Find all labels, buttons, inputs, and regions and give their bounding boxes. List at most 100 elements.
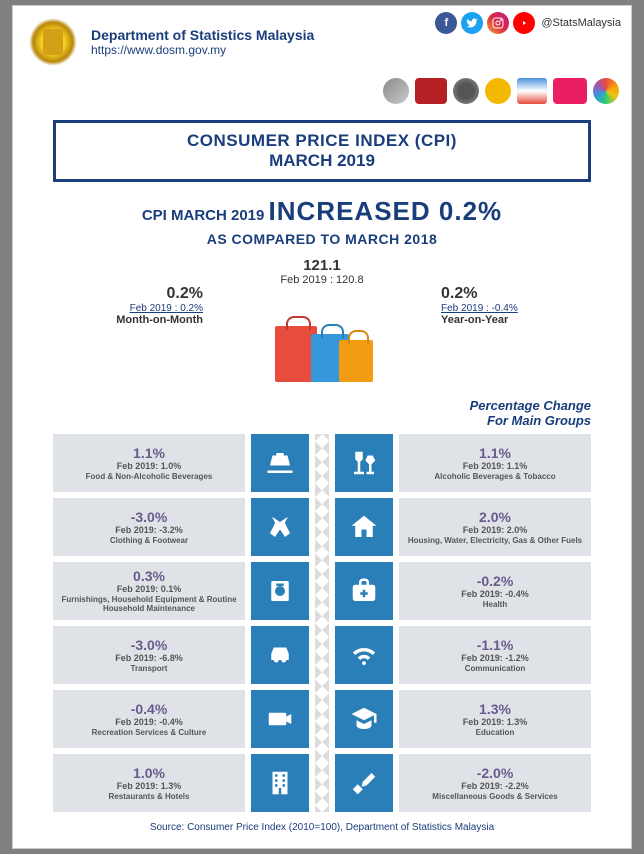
mom-stat: 0.2% Feb 2019 : 0.2% Month-on-Month bbox=[53, 285, 203, 326]
car-icon bbox=[251, 626, 309, 684]
group-prev: Feb 2019: 1.3% bbox=[463, 717, 528, 727]
furnish-icon bbox=[251, 562, 309, 620]
edu-icon bbox=[335, 690, 393, 748]
group-pct: 1.0% bbox=[133, 765, 165, 781]
group-pct: 0.3% bbox=[133, 568, 165, 584]
group-row: 0.3% Feb 2019: 0.1% Furnishings, Househo… bbox=[53, 562, 309, 620]
group-name: Recreation Services & Culture bbox=[92, 729, 207, 738]
partner-logo-icon bbox=[485, 78, 511, 104]
social-row: f @StatsMalaysia bbox=[435, 12, 621, 34]
group-card: -3.0% Feb 2019: -3.2% Clothing & Footwea… bbox=[53, 498, 245, 556]
groups: 1.1% Feb 2019: 1.0% Food & Non-Alcoholic… bbox=[53, 434, 591, 812]
partner-logo-icon bbox=[593, 78, 619, 104]
partner-logo-icon bbox=[383, 78, 409, 104]
group-name: Housing, Water, Electricity, Gas & Other… bbox=[408, 537, 582, 546]
partner-logo-icon bbox=[453, 78, 479, 104]
mom-prev: Feb 2019 : 0.2% bbox=[53, 303, 203, 314]
group-prev: Feb 2019: -0.4% bbox=[461, 589, 529, 599]
headline: CPI MARCH 2019 INCREASED 0.2% bbox=[53, 196, 591, 227]
group-name: Health bbox=[483, 601, 507, 610]
group-prev: Feb 2019: -2.2% bbox=[461, 781, 529, 791]
group-prev: Feb 2019: 1.0% bbox=[117, 461, 182, 471]
department-text: Department of Statistics Malaysia https:… bbox=[91, 27, 314, 57]
group-prev: Feb 2019: -3.2% bbox=[115, 525, 183, 535]
summary-area: 121.1 Feb 2019 : 120.8 0.2% Feb 2019 : 0… bbox=[53, 257, 591, 392]
department-url[interactable]: https://www.dosm.gov.my bbox=[91, 43, 314, 57]
partner-logo-icon bbox=[415, 78, 447, 104]
food-icon bbox=[251, 434, 309, 492]
yoy-stat: 0.2% Feb 2019 : -0.4% Year-on-Year bbox=[441, 285, 591, 326]
group-prev: Feb 2019: -6.8% bbox=[115, 653, 183, 663]
group-name: Transport bbox=[131, 665, 168, 674]
group-card: -2.0% Feb 2019: -2.2% Miscellaneous Good… bbox=[399, 754, 591, 812]
group-pct: 1.3% bbox=[479, 701, 511, 717]
group-pct: -3.0% bbox=[131, 637, 168, 653]
title-box: CONSUMER PRICE INDEX (CPI) MARCH 2019 bbox=[53, 120, 591, 182]
twitter-icon[interactable] bbox=[461, 12, 483, 34]
group-card: -0.4% Feb 2019: -0.4% Recreation Service… bbox=[53, 690, 245, 748]
title-line1: CONSUMER PRICE INDEX (CPI) bbox=[76, 131, 568, 151]
hotel-icon bbox=[251, 754, 309, 812]
group-name: Miscellaneous Goods & Services bbox=[432, 793, 557, 802]
group-pct: 1.1% bbox=[133, 445, 165, 461]
group-prev: Feb 2019: -1.2% bbox=[461, 653, 529, 663]
department-name: Department of Statistics Malaysia bbox=[91, 27, 314, 43]
group-row: -3.0% Feb 2019: -6.8% Transport bbox=[53, 626, 309, 684]
group-row: 1.1% Feb 2019: 1.0% Food & Non-Alcoholic… bbox=[53, 434, 309, 492]
group-row: 1.0% Feb 2019: 1.3% Restaurants & Hotels bbox=[53, 754, 309, 812]
group-pct: -2.0% bbox=[477, 765, 514, 781]
instagram-icon[interactable] bbox=[487, 12, 509, 34]
group-name: Food & Non-Alcoholic Beverages bbox=[86, 473, 213, 482]
title-line2: MARCH 2019 bbox=[76, 151, 568, 171]
yoy-label: Year-on-Year bbox=[441, 314, 591, 326]
group-pct: -0.2% bbox=[477, 573, 514, 589]
group-row: -1.1% Feb 2019: -1.2% Communication bbox=[335, 626, 591, 684]
wifi-icon bbox=[335, 626, 393, 684]
group-pct: -3.0% bbox=[131, 509, 168, 525]
group-pct: -1.1% bbox=[477, 637, 514, 653]
group-pct: 1.1% bbox=[479, 445, 511, 461]
facebook-icon[interactable]: f bbox=[435, 12, 457, 34]
group-name: Clothing & Footwear bbox=[110, 537, 188, 546]
social-handle: @StatsMalaysia bbox=[541, 17, 621, 29]
partner-logo-icon bbox=[517, 78, 547, 104]
index-value: 121.1 bbox=[53, 257, 591, 274]
group-card: 2.0% Feb 2019: 2.0% Housing, Water, Elec… bbox=[399, 498, 591, 556]
health-icon bbox=[335, 562, 393, 620]
group-card: 1.3% Feb 2019: 1.3% Education bbox=[399, 690, 591, 748]
alcohol-icon bbox=[335, 434, 393, 492]
pct-change-label: Percentage Change For Main Groups bbox=[53, 398, 591, 428]
partner-logo-icon bbox=[553, 78, 587, 104]
youtube-icon[interactable] bbox=[513, 12, 535, 34]
group-card: 1.1% Feb 2019: 1.1% Alcoholic Beverages … bbox=[399, 434, 591, 492]
mom-label: Month-on-Month bbox=[53, 314, 203, 326]
clothing-icon bbox=[251, 498, 309, 556]
headline-sub: AS COMPARED TO MARCH 2018 bbox=[53, 231, 591, 247]
group-pct: 2.0% bbox=[479, 509, 511, 525]
partner-logos bbox=[13, 78, 631, 110]
group-name: Alcoholic Beverages & Tobacco bbox=[434, 473, 555, 482]
headline-prefix: CPI MARCH 2019 bbox=[142, 207, 269, 224]
headline-big: INCREASED 0.2% bbox=[269, 196, 503, 226]
misc-icon bbox=[335, 754, 393, 812]
group-card: 1.1% Feb 2019: 1.0% Food & Non-Alcoholic… bbox=[53, 434, 245, 492]
group-card: -1.1% Feb 2019: -1.2% Communication bbox=[399, 626, 591, 684]
group-name: Communication bbox=[465, 665, 525, 674]
groups-right-column: 1.1% Feb 2019: 1.1% Alcoholic Beverages … bbox=[335, 434, 591, 812]
house-icon bbox=[335, 498, 393, 556]
zigzag-divider bbox=[315, 434, 329, 812]
group-row: -2.0% Feb 2019: -2.2% Miscellaneous Good… bbox=[335, 754, 591, 812]
group-row: 2.0% Feb 2019: 2.0% Housing, Water, Elec… bbox=[335, 498, 591, 556]
group-prev: Feb 2019: 0.1% bbox=[117, 584, 182, 594]
national-crest-icon bbox=[25, 14, 81, 70]
group-prev: Feb 2019: 2.0% bbox=[463, 525, 528, 535]
group-row: 1.3% Feb 2019: 1.3% Education bbox=[335, 690, 591, 748]
shopping-bags-icon bbox=[267, 290, 377, 382]
group-name: Furnishings, Household Equipment & Routi… bbox=[57, 596, 241, 614]
group-card: 1.0% Feb 2019: 1.3% Restaurants & Hotels bbox=[53, 754, 245, 812]
group-name: Education bbox=[476, 729, 515, 738]
group-card: 0.3% Feb 2019: 0.1% Furnishings, Househo… bbox=[53, 562, 245, 620]
group-row: 1.1% Feb 2019: 1.1% Alcoholic Beverages … bbox=[335, 434, 591, 492]
group-row: -3.0% Feb 2019: -3.2% Clothing & Footwea… bbox=[53, 498, 309, 556]
group-row: -0.4% Feb 2019: -0.4% Recreation Service… bbox=[53, 690, 309, 748]
